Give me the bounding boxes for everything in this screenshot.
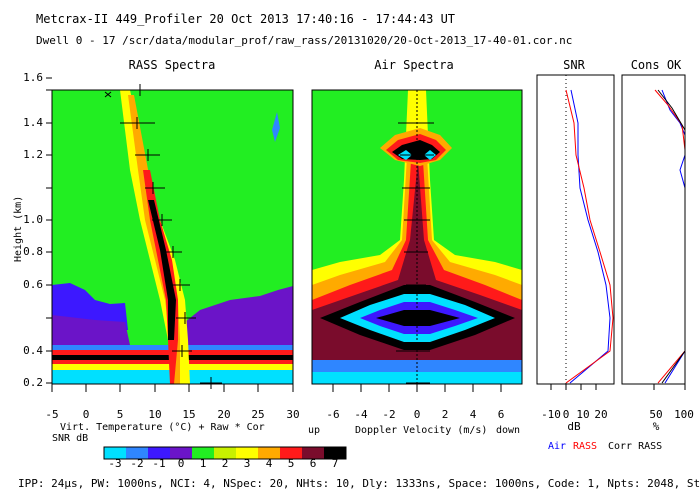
colorbar-tick: 2 — [221, 457, 229, 470]
header-dwell-path: Dwell 0 - 17 /scr/data/modular_prof/raw_… — [36, 34, 573, 47]
cons-x-tick: 100 — [674, 408, 694, 421]
colorbar-tick: -1 — [152, 457, 166, 470]
axis-ticks — [46, 77, 686, 392]
y-tick: 0.4 — [23, 344, 43, 357]
colorbar-tick: 5 — [287, 457, 295, 470]
colorbar-tick: -3 — [108, 457, 122, 470]
rass-x-tick: 15 — [182, 408, 196, 421]
snr-x-tick: 20 — [594, 408, 608, 421]
snr-x-label: dB — [567, 420, 581, 433]
air-x-tick: 4 — [469, 408, 477, 421]
y-tick: 0.2 — [23, 376, 43, 389]
air-x-tick: 2 — [441, 408, 449, 421]
colorbar-tick: 6 — [309, 457, 317, 470]
rass-x-tick: 20 — [217, 408, 231, 421]
cons-x-tick: 50 — [649, 408, 663, 421]
colorbar-tick: 4 — [265, 457, 273, 470]
air-x-label: Doppler Velocity (m/s) — [355, 425, 488, 436]
air-x-tick: -4 — [354, 408, 368, 421]
cons-panel — [621, 74, 686, 385]
y-tick: 1.4 — [23, 116, 43, 129]
air-x-tick: 6 — [497, 408, 505, 421]
air-x-tick: -2 — [382, 408, 396, 421]
air-up-label: up — [308, 425, 321, 436]
rass-markers — [100, 84, 222, 389]
snr-panel — [536, 74, 615, 385]
header-title: Metcrax-II 449_Profiler 20 Oct 2013 17:4… — [36, 12, 456, 26]
legend-rass: RASS — [573, 441, 598, 452]
snr-x-tick: -10 — [541, 408, 561, 421]
rass-x-tick: 5 — [116, 408, 124, 421]
rass-x-tick: 0 — [82, 408, 90, 421]
colorbar-tick: -2 — [130, 457, 144, 470]
colorbar-tick: 0 — [177, 457, 185, 470]
colorbar-tick: 1 — [199, 457, 207, 470]
air-x-tick: 0 — [413, 408, 421, 421]
legend-air: Air — [548, 441, 567, 452]
cons-panel-title: Cons OK — [630, 58, 682, 72]
air-down-label: down — [496, 425, 521, 436]
rass-x-label: Virt. Temperature (°C) + Raw * Cor — [60, 422, 265, 433]
air-panel-title: Air Spectra — [374, 58, 454, 72]
rass-x-tick: 10 — [148, 408, 162, 421]
snr-panel-title: SNR — [563, 58, 585, 72]
colorbar-tick: 7 — [331, 457, 339, 470]
rass-spectra-panel — [51, 84, 294, 389]
rass-x-tick: 30 — [286, 408, 300, 421]
rass-panel-title: RASS Spectra — [128, 58, 216, 72]
footer-parameters: IPP: 24µs, PW: 1000ns, NCI: 4, NSpec: 20… — [18, 477, 700, 490]
snr-x-tick: 10 — [576, 408, 590, 421]
colorbar-label: SNR dB — [52, 433, 89, 444]
rass-x-tick: -5 — [45, 408, 59, 421]
rass-x-tick: 25 — [251, 408, 265, 421]
y-tick: 1.2 — [23, 148, 43, 161]
y-tick: 1.6 — [23, 71, 43, 84]
legend-corr-rass: Corr RASS — [608, 441, 663, 452]
y-tick: 0.8 — [23, 245, 43, 258]
y-tick: 1.0 — [23, 213, 43, 226]
cons-x-label: % — [652, 420, 660, 433]
snr-x-tick: 0 — [562, 408, 570, 421]
air-spectra-panel — [311, 89, 523, 385]
colorbar-tick: 3 — [243, 457, 251, 470]
colorbar-swatches — [103, 446, 347, 460]
y-tick: 0.6 — [23, 278, 43, 291]
air-x-tick: -6 — [326, 408, 340, 421]
